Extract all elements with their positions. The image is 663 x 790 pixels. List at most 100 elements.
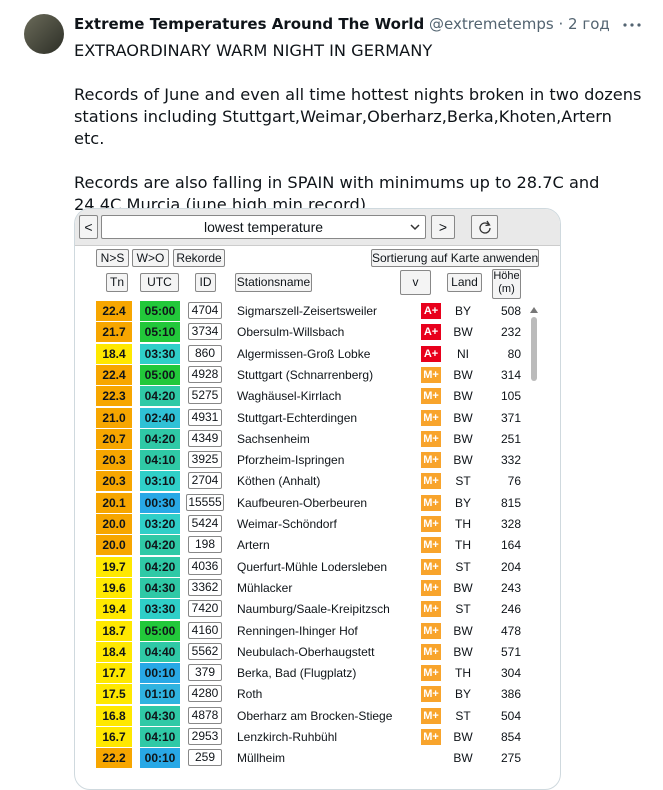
column-header[interactable]: Stationsname bbox=[235, 273, 312, 292]
station-name[interactable]: Roth bbox=[237, 687, 263, 702]
column-header[interactable]: UTC bbox=[140, 273, 179, 292]
refresh-button[interactable] bbox=[471, 215, 498, 239]
tn-cell: 20.0 bbox=[96, 535, 132, 556]
station-name[interactable]: Obersulm-Willsbach bbox=[237, 325, 345, 340]
land-cell: BY bbox=[454, 304, 471, 318]
station-name[interactable]: Mühlacker bbox=[237, 580, 293, 595]
station-name[interactable]: Artern bbox=[237, 538, 270, 553]
height-cell: 251 bbox=[500, 431, 521, 446]
paragraph: EXTRAORDINARY WARM NIGHT IN GERMANY bbox=[74, 41, 433, 60]
station-name[interactable]: Sachsenheim bbox=[237, 431, 310, 446]
height-cell: 246 bbox=[500, 602, 521, 617]
select-label: lowest temperature bbox=[203, 219, 324, 235]
utc-cell: 04:20 bbox=[140, 556, 180, 577]
id-cell[interactable]: 4036 bbox=[188, 557, 222, 575]
id-cell[interactable]: 3734 bbox=[188, 323, 222, 341]
height-cell: 105 bbox=[500, 389, 521, 404]
station-name[interactable]: Stuttgart (Schnarrenberg) bbox=[237, 367, 374, 382]
station-name[interactable]: Stuttgart-Echterdingen bbox=[237, 410, 358, 425]
record-badge: M+ bbox=[421, 643, 441, 660]
station-name[interactable]: Müllheim bbox=[237, 751, 286, 766]
tn-cell: 22.4 bbox=[96, 301, 132, 321]
tn-cell: 17.5 bbox=[96, 684, 132, 705]
record-badge: A+ bbox=[421, 324, 441, 341]
station-name[interactable]: Lenzkirch-Ruhbühl bbox=[237, 730, 338, 744]
column-header[interactable]: Land bbox=[447, 273, 482, 292]
refresh-icon bbox=[478, 220, 491, 234]
height-cell: 76 bbox=[507, 474, 521, 489]
id-cell[interactable]: 198 bbox=[188, 536, 222, 554]
prev-button[interactable]: < bbox=[79, 215, 98, 239]
id-cell[interactable]: 5275 bbox=[188, 387, 222, 405]
station-name[interactable]: Oberharz am Brocken-Stiege bbox=[237, 708, 393, 723]
utc-cell: 05:00 bbox=[140, 301, 180, 321]
station-name[interactable]: Neubulach-Oberhaugstett bbox=[237, 644, 375, 659]
station-name[interactable]: Köthen (Anhalt) bbox=[237, 474, 321, 489]
id-cell[interactable]: 2953 bbox=[188, 728, 222, 745]
id-cell[interactable]: 3362 bbox=[188, 578, 222, 596]
land-cell: ST bbox=[455, 708, 471, 723]
station-name[interactable]: Pforzheim-Ispringen bbox=[237, 453, 345, 468]
filter-button[interactable]: N>S bbox=[96, 249, 129, 267]
station-name[interactable]: Waghäusel-Kirrlach bbox=[237, 389, 342, 404]
time[interactable]: · 2 год bbox=[558, 15, 610, 33]
column-header[interactable]: Höhe (m) bbox=[492, 269, 521, 299]
station-name[interactable]: Berka, Bad (Flugplatz) bbox=[237, 666, 357, 681]
tn-cell: 19.7 bbox=[96, 556, 132, 577]
scrollbar[interactable] bbox=[527, 301, 541, 391]
author-name[interactable]: Extreme Temperatures Around The World bbox=[74, 15, 425, 33]
filter-button[interactable]: Rekorde bbox=[173, 249, 225, 267]
utc-cell: 04:40 bbox=[140, 641, 180, 662]
id-cell[interactable]: 379 bbox=[188, 664, 222, 682]
id-cell[interactable]: 15555 bbox=[186, 493, 224, 511]
id-cell[interactable]: 5424 bbox=[188, 515, 222, 532]
land-cell: ST bbox=[455, 602, 471, 617]
column-header[interactable]: v bbox=[400, 270, 431, 295]
id-cell[interactable]: 4928 bbox=[188, 365, 222, 383]
record-badge: M+ bbox=[421, 601, 441, 618]
height-cell: 164 bbox=[500, 538, 521, 553]
utc-cell: 05:00 bbox=[140, 620, 180, 641]
id-cell[interactable]: 259 bbox=[188, 749, 222, 767]
id-cell[interactable]: 4931 bbox=[188, 408, 222, 426]
media-card[interactable]: < lowest temperature > N>S W>O Rekorde Sort… bbox=[74, 208, 561, 790]
tn-cell: 18.4 bbox=[96, 343, 132, 364]
filter-button[interactable]: W>O bbox=[132, 249, 169, 267]
select[interactable]: lowest temperature bbox=[101, 215, 426, 239]
id-cell[interactable]: 4878 bbox=[188, 706, 222, 724]
record-badge: M+ bbox=[421, 409, 441, 426]
sort-button[interactable]: Sortierung auf Karte anwenden bbox=[371, 249, 539, 267]
station-name[interactable]: Algermissen-Groß Lobke bbox=[237, 346, 371, 361]
id-cell[interactable]: 4280 bbox=[188, 685, 222, 703]
avatar[interactable] bbox=[24, 14, 64, 54]
land-cell: BW bbox=[453, 325, 473, 340]
height-cell: 386 bbox=[500, 687, 521, 702]
id-cell[interactable]: 4704 bbox=[188, 302, 222, 319]
land-cell: BY bbox=[454, 495, 471, 510]
station-name[interactable]: Renningen-Ihinger Hof bbox=[237, 623, 358, 638]
station-name[interactable]: Querfurt-Mühle Lodersleben bbox=[237, 559, 388, 574]
handle[interactable]: @extremetemps bbox=[429, 15, 554, 33]
tn-cell: 20.3 bbox=[96, 471, 132, 492]
id-cell[interactable]: 2704 bbox=[188, 472, 222, 490]
utc-cell: 05:10 bbox=[140, 322, 180, 343]
id-cell[interactable]: 4160 bbox=[188, 621, 222, 639]
id-cell[interactable]: 4349 bbox=[188, 429, 222, 447]
utc-cell: 00:30 bbox=[140, 492, 180, 513]
id-cell[interactable]: 7420 bbox=[188, 600, 222, 618]
station-name[interactable]: Sigmarszell-Zeisertsweiler bbox=[237, 304, 378, 318]
next-button[interactable]: > bbox=[431, 215, 455, 239]
column-header[interactable]: Tn bbox=[106, 273, 128, 292]
utc-cell: 04:20 bbox=[140, 386, 180, 407]
station-name[interactable]: Weimar-Schöndorf bbox=[237, 517, 337, 531]
utc-cell: 04:20 bbox=[140, 428, 180, 449]
id-cell[interactable]: 3925 bbox=[188, 451, 222, 469]
station-name[interactable]: Naumburg/Saale-Kreipitzsch bbox=[237, 602, 390, 617]
id-cell[interactable]: 5562 bbox=[188, 642, 222, 660]
station-name[interactable]: Kaufbeuren-Oberbeuren bbox=[237, 495, 368, 510]
utc-cell: 05:00 bbox=[140, 364, 180, 385]
land-cell: BW bbox=[453, 751, 473, 766]
more-menu[interactable] bbox=[622, 20, 642, 30]
column-header[interactable]: ID bbox=[195, 273, 216, 292]
id-cell[interactable]: 860 bbox=[188, 344, 222, 362]
